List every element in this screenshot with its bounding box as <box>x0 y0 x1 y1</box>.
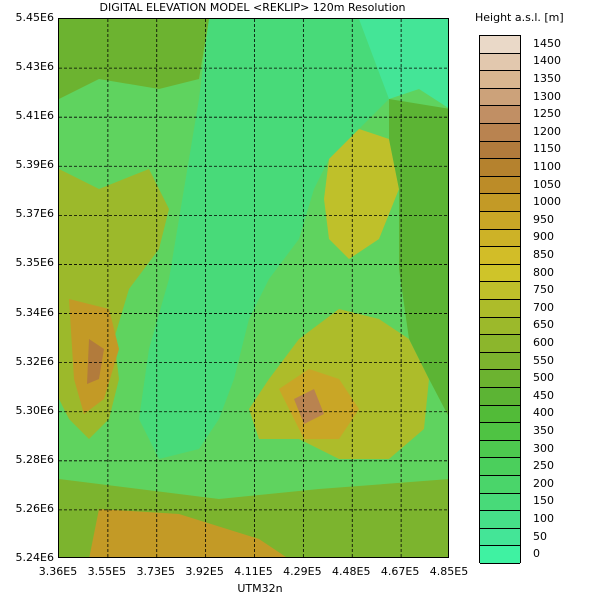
jura-high <box>89 509 286 557</box>
legend-label: 450 <box>533 388 554 402</box>
y-tick-label: 5.30E6 <box>15 403 54 417</box>
legend-swatch <box>480 423 520 441</box>
y-tick-label: 5.35E6 <box>15 256 54 270</box>
y-tick-label: 5.37E6 <box>15 207 54 221</box>
legend-swatch <box>480 212 520 230</box>
legend-swatch <box>480 388 520 406</box>
north-black-forest <box>324 129 399 259</box>
legend-label: 500 <box>533 371 554 385</box>
legend-label: 250 <box>533 459 554 473</box>
legend-swatch <box>480 53 520 72</box>
northeast-lowland <box>359 19 448 108</box>
y-tick-label: 5.41E6 <box>15 109 54 123</box>
legend-label: 800 <box>533 265 554 279</box>
legend-label: 550 <box>533 353 554 367</box>
swabian-plateau <box>389 99 448 416</box>
legend-label: 1100 <box>533 160 561 173</box>
elevation-relief <box>59 19 448 557</box>
map-title: DIGITAL ELEVATION MODEL <REKLIP> 120m Re… <box>99 1 406 14</box>
legend-swatch <box>480 440 520 459</box>
x-tick-label: 3.73E5 <box>136 565 175 578</box>
x-tick-label: 4.67E5 <box>380 565 420 578</box>
legend-swatch <box>480 317 520 336</box>
legend-swatch <box>480 264 520 283</box>
y-tick-label: 5.39E6 <box>15 158 54 172</box>
legend-swatch <box>480 194 520 212</box>
legend-colorbar <box>479 35 521 564</box>
legend-label: 1400 <box>533 54 561 68</box>
legend-label: 1300 <box>533 89 561 103</box>
legend-swatch <box>480 511 520 529</box>
legend-swatch <box>480 159 520 177</box>
legend-label: 700 <box>533 300 554 314</box>
legend-swatch <box>480 458 520 476</box>
legend-label: 100 <box>533 512 554 525</box>
legend-label: 650 <box>533 318 554 332</box>
legend-label: 1150 <box>533 142 561 156</box>
x-tick-label: 3.55E5 <box>87 565 127 578</box>
legend-swatch <box>480 546 520 564</box>
legend-swatch <box>480 88 520 107</box>
legend-swatch <box>480 36 520 54</box>
legend-label: 1450 <box>533 36 561 50</box>
legend-swatch <box>480 335 520 353</box>
vosges-peaks <box>87 339 104 384</box>
y-tick-label: 5.34E6 <box>15 305 54 319</box>
legend-label: 1250 <box>533 107 561 121</box>
x-axis-label: UTM32n <box>237 582 283 595</box>
legend-label: 1200 <box>533 124 561 138</box>
x-tick-label: 3.36E5 <box>38 565 78 578</box>
legend-label: 600 <box>533 336 554 349</box>
x-tick-label: 4.11E5 <box>234 565 273 578</box>
x-tick-label: 4.48E5 <box>332 565 371 578</box>
legend-label: 350 <box>533 424 554 437</box>
legend-swatch <box>480 124 520 142</box>
legend-label: 850 <box>533 248 554 261</box>
legend-label: 200 <box>533 476 554 490</box>
legend-swatch <box>480 300 520 318</box>
legend-label: 50 <box>533 529 547 543</box>
legend-swatch <box>480 493 520 512</box>
legend-label: 950 <box>533 212 554 226</box>
grid-lines <box>59 19 448 557</box>
legend-swatch <box>480 247 520 265</box>
legend-swatch <box>480 370 520 388</box>
y-tick-label: 5.24E6 <box>15 551 54 564</box>
elevation-map <box>58 18 449 558</box>
legend-label: 0 <box>533 547 540 561</box>
legend-swatch <box>480 176 520 195</box>
y-tick-label: 5.32E6 <box>15 354 54 368</box>
legend-label: 1350 <box>533 72 561 85</box>
legend-title: Height a.s.l. [m] <box>475 11 564 24</box>
legend-label: 750 <box>533 283 554 297</box>
legend-swatch <box>480 106 520 124</box>
black-forest-peaks <box>294 389 324 424</box>
legend-swatch <box>480 229 520 248</box>
palatinate-hills <box>59 19 209 99</box>
legend-swatch <box>480 71 520 89</box>
legend-label: 900 <box>533 230 554 244</box>
x-tick-label: 4.85E5 <box>429 565 469 578</box>
y-tick-label: 5.26E6 <box>15 501 54 515</box>
y-tick-label: 5.28E6 <box>15 452 54 466</box>
y-tick-label: 5.45E6 <box>15 11 54 24</box>
legend-swatch <box>480 141 520 160</box>
legend-label: 400 <box>533 406 554 420</box>
legend-swatch <box>480 405 520 424</box>
legend-label: 300 <box>533 441 554 455</box>
legend-swatch <box>480 476 520 494</box>
legend-swatch <box>480 282 520 300</box>
rhine-valley-lowland <box>139 19 389 459</box>
legend-swatch <box>480 528 520 547</box>
x-tick-label: 3.92E5 <box>185 565 224 578</box>
y-tick-label: 5.43E6 <box>15 60 54 74</box>
x-tick-label: 4.29E5 <box>283 565 322 578</box>
legend-label: 150 <box>533 494 554 508</box>
legend-swatch <box>480 352 520 371</box>
legend-label: 1050 <box>533 177 561 191</box>
legend-label: 1000 <box>533 195 561 209</box>
